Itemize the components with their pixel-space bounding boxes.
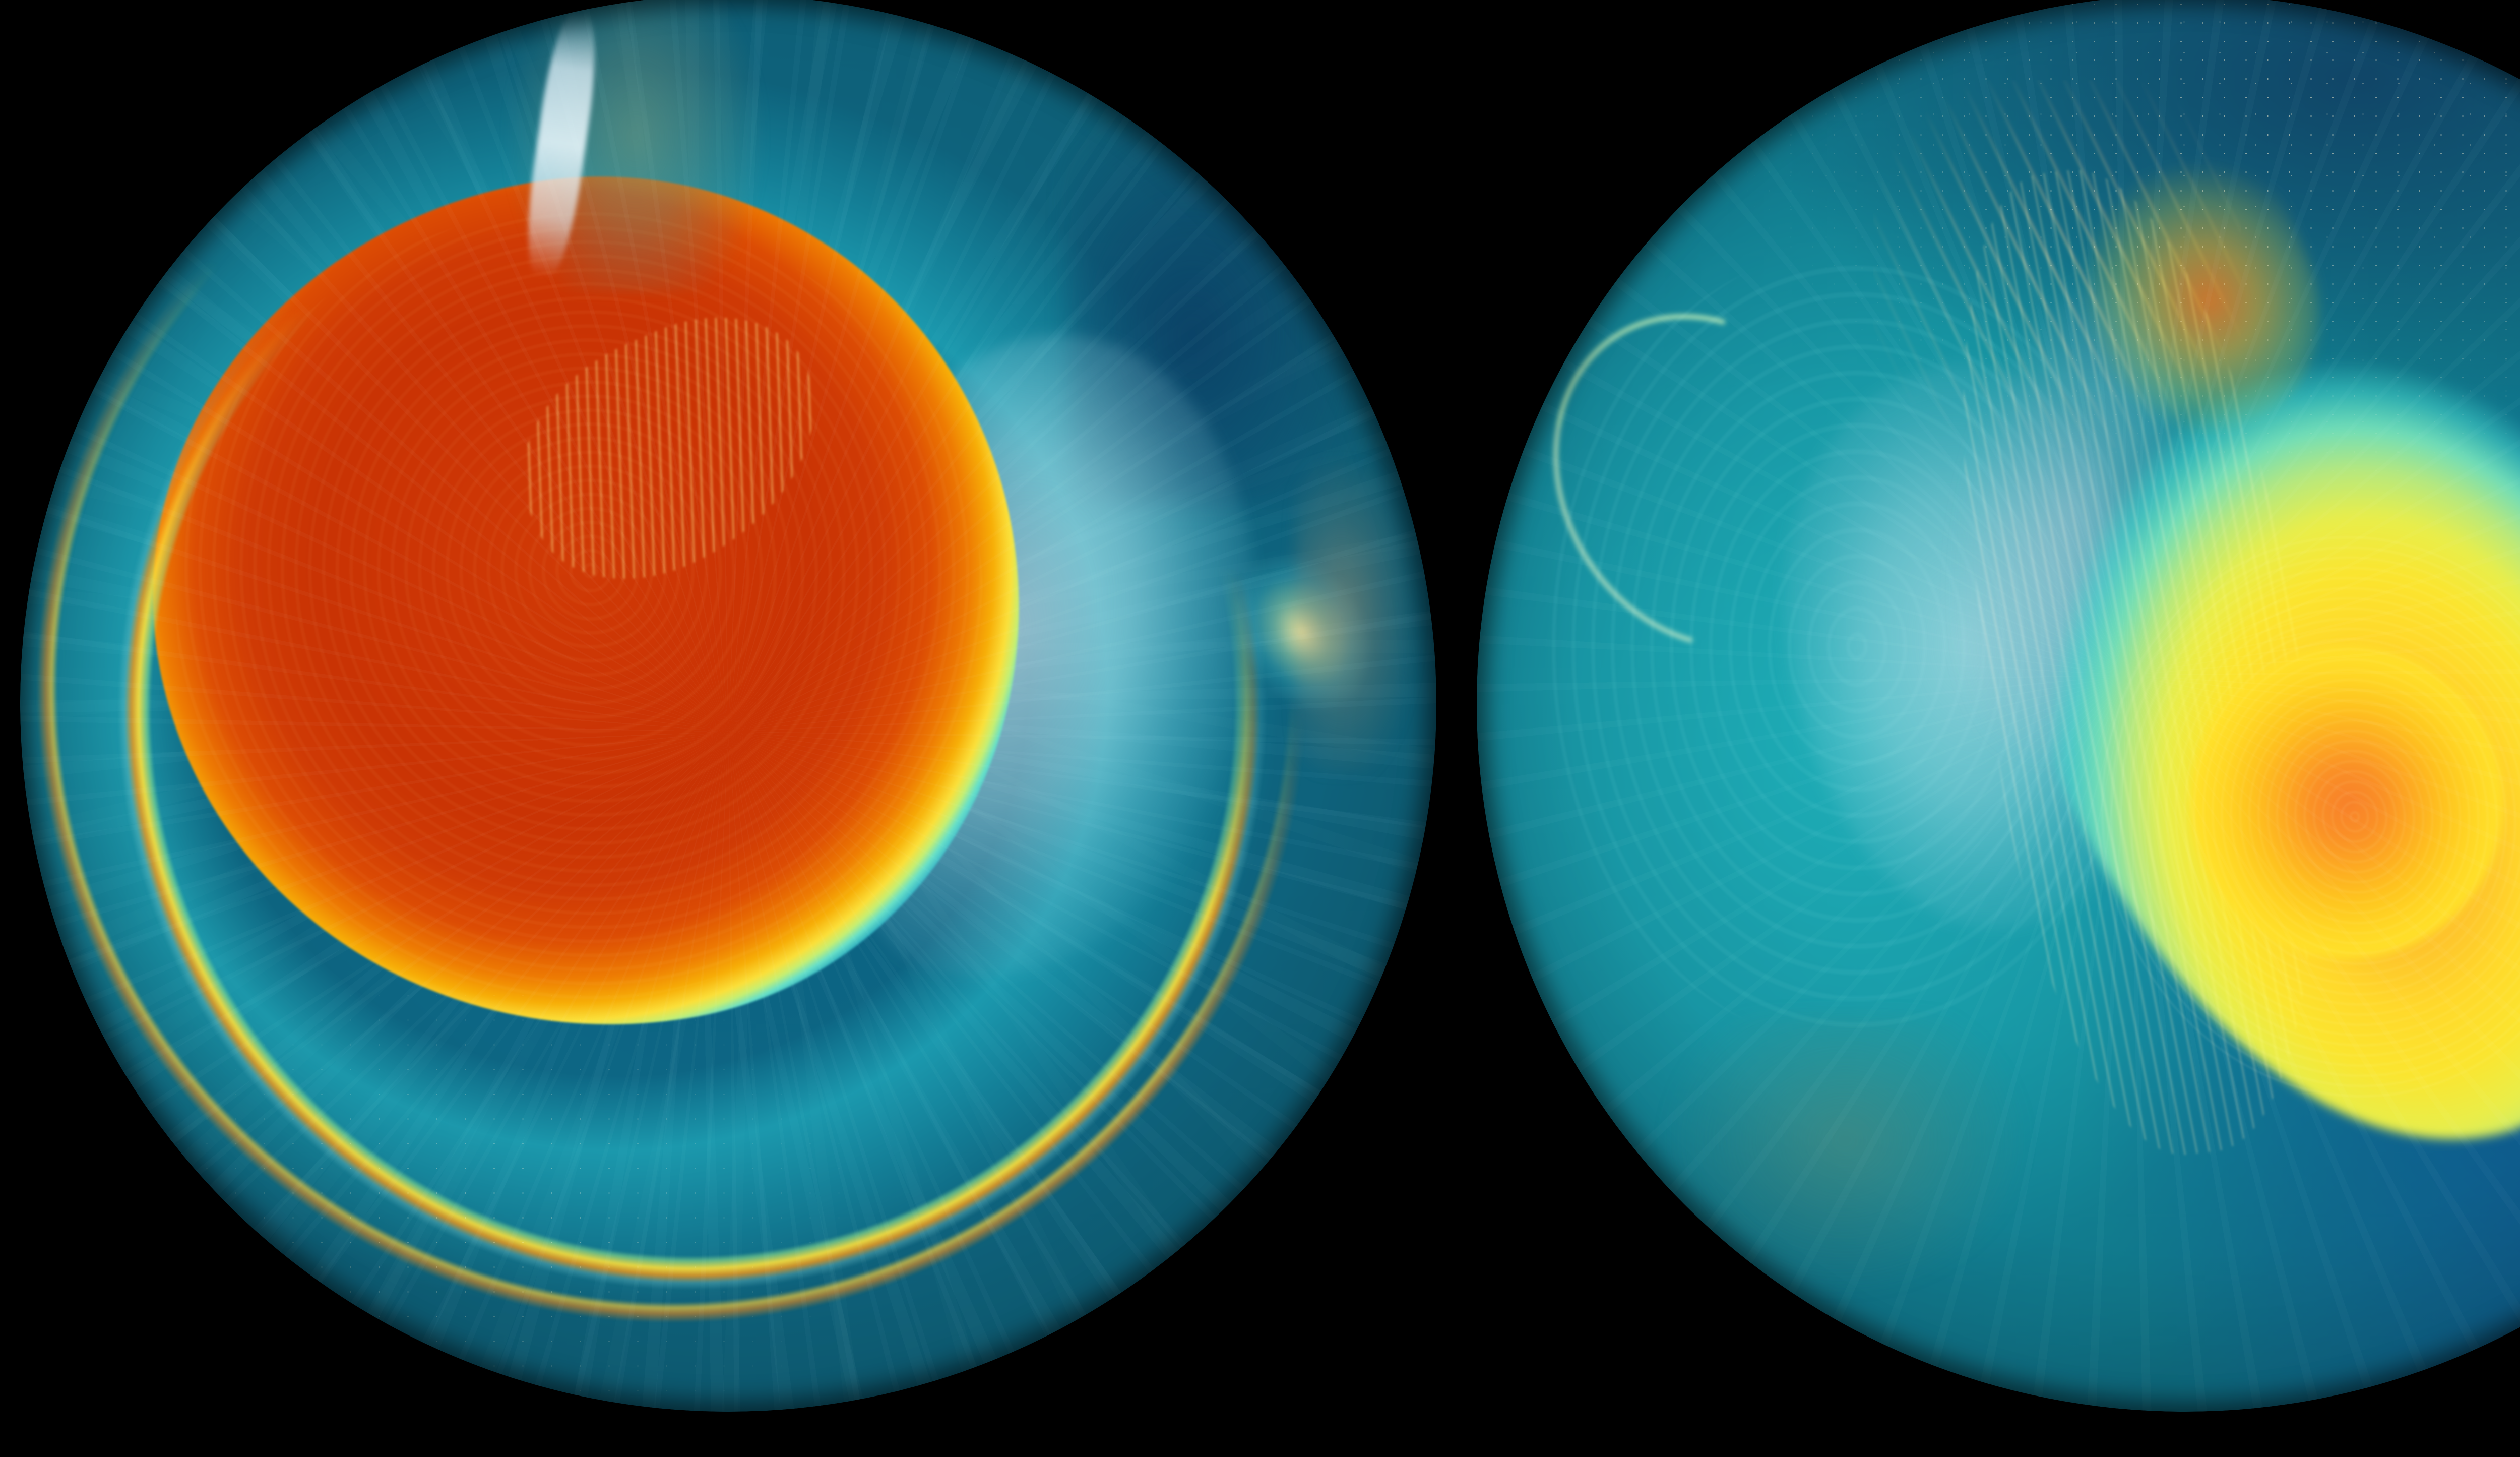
city-lights-speckle [20,0,1436,1412]
south-polar-globe[interactable] [20,0,1436,1412]
scene-subtitle: Left: South Polar view with deep ozone h… [0,0,1,1]
city-lights-speckle [1477,0,2520,1412]
scene-title: Polar Stratospheric Ozone — Dual Globe V… [0,0,1,1]
north-polar-globe[interactable] [1477,0,2520,1412]
